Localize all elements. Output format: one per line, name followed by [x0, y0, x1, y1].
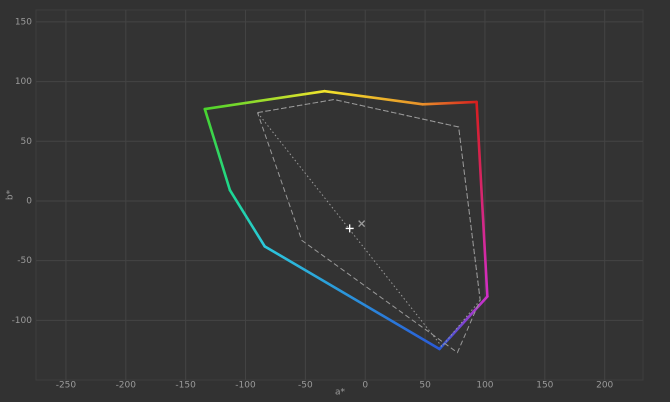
y-tick-label: -100 [12, 316, 33, 326]
gamut-edge [203, 107, 232, 192]
y-tick-label: 0 [26, 196, 32, 206]
plot-area [35, 9, 644, 381]
x-tick-label: -150 [175, 381, 196, 391]
x-tick-label: 50 [419, 381, 431, 391]
gamut-edge [421, 100, 478, 106]
gamut-edge [228, 188, 266, 248]
gamut-outline [257, 99, 481, 348]
gamut-edge [475, 100, 489, 298]
gamut-edge [263, 245, 441, 351]
y-axis-label: b* [6, 189, 16, 200]
y-tick-label: 150 [15, 17, 32, 27]
x-tick-label: -250 [56, 381, 77, 391]
x-tick-label: -200 [116, 381, 137, 391]
gamut-edge [203, 89, 326, 111]
white-point-marker [345, 224, 354, 233]
y-tick-label: -50 [17, 256, 32, 266]
gamut-outline [257, 99, 481, 354]
x-tick-label: 100 [476, 381, 493, 391]
x-tick-label: -100 [235, 381, 256, 391]
y-tick-label: 100 [15, 77, 32, 87]
gamut-edge [323, 89, 425, 106]
x-tick-label: 0 [362, 381, 368, 391]
y-tick-label: 50 [21, 137, 33, 147]
x-tick-label: 150 [536, 381, 553, 391]
x-tick-label: 200 [596, 381, 613, 391]
x-tick-label: -50 [298, 381, 313, 391]
white-point-marker [358, 220, 366, 228]
x-axis-label: a* [335, 388, 346, 398]
gamut-edge [438, 295, 489, 351]
